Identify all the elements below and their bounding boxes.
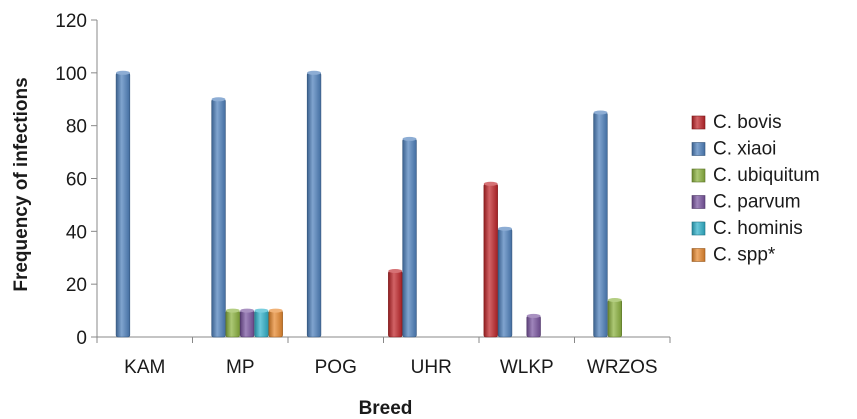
bar [225,310,240,338]
legend-label: C. xiaoi [713,139,776,160]
bar [306,72,322,338]
x-tick-label: WLKP [500,357,554,378]
bar-top [593,110,608,115]
legend-swatch [691,142,706,156]
legend-swatch [691,248,706,262]
x-tick-label: UHR [411,357,452,378]
bar-top [225,308,240,313]
y-tick-label: 100 [55,64,87,85]
bar [593,112,608,338]
x-tick-label: WRZOS [587,357,658,378]
bar [497,228,513,338]
bar-top [483,181,498,186]
legend-label: C. parvum [713,192,801,213]
bar-top [116,70,130,75]
bar-top [307,70,321,75]
bar [526,315,541,338]
legend-label: C. hominis [713,218,803,239]
bar [268,310,283,338]
y-tick-label: 120 [55,11,87,32]
bar-top [240,308,255,313]
bar-top [607,298,622,302]
y-tick-label: 0 [76,328,87,349]
bar [402,138,417,338]
legend-swatch [691,195,706,209]
y-tick-label: 40 [66,222,87,243]
bar-top [498,226,512,231]
bar-top [254,308,269,313]
x-tick-label: KAM [124,357,165,378]
legend-label: C. bovis [713,112,782,133]
y-tick-label: 60 [66,170,87,191]
legend: C. bovis C. xiaoi C. ubiquitum C. parvum C. … [691,112,820,266]
bar [115,72,131,338]
x-axis-title: Breed [359,398,413,419]
y-axis: 0 20 40 60 80 100 120 [55,11,98,349]
bar-top [211,97,226,102]
x-tick-label: MP [226,357,255,378]
y-axis-title: Frequency of infections [11,77,32,291]
bar [483,183,498,338]
bar-top [526,313,541,318]
bar [607,299,622,338]
legend-swatch [691,168,706,183]
bar [254,310,269,338]
legend-label: C. spp* [713,245,776,266]
bars [115,70,622,338]
legend-swatch [691,221,706,236]
bar [388,270,403,338]
bar-top [402,136,417,141]
y-tick-label: 20 [66,275,87,296]
y-tick-label: 80 [66,117,87,138]
legend-swatch [691,115,706,130]
bar-top [388,269,403,273]
bar [240,310,255,338]
x-axis: KAM MP POG UHR WLKP WRZOS [96,336,671,378]
x-tick-label: POG [315,357,357,378]
bar [211,99,226,338]
legend-label: C. ubiquitum [713,165,820,186]
bar-top [268,308,283,313]
